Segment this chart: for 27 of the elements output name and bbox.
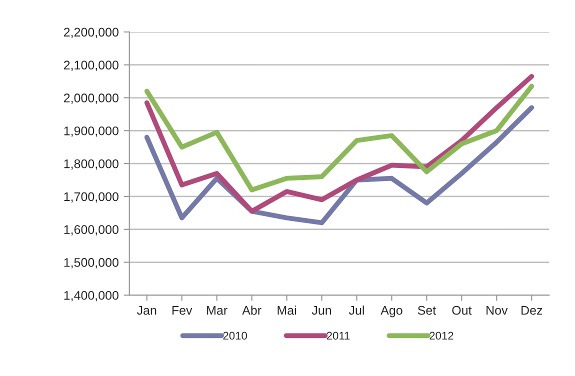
x-tick-label: Set: [418, 306, 436, 315]
x-tick-label: Fev: [172, 306, 192, 315]
line-series: [144, 105, 534, 226]
x-tick-label: Dez: [522, 306, 542, 315]
legend-label: 2011: [326, 332, 350, 340]
x-tick-label: Jun: [312, 306, 332, 315]
legend-label: 2010: [223, 332, 247, 340]
y-tick-label: 1,500,000: [64, 258, 118, 268]
y-tick-label: 2,200,000: [64, 28, 118, 38]
legend-label: 2012: [430, 332, 454, 340]
x-tick-label: Mar: [207, 306, 228, 315]
y-tick-label: 1,800,000: [64, 159, 118, 170]
x-tick-label: Nov: [486, 306, 508, 315]
line-series: [144, 74, 534, 214]
y-tick-label: 2,000,000: [64, 94, 118, 104]
x-tick-label: Mai: [278, 306, 296, 315]
y-tick-label: 1,400,000: [64, 290, 118, 302]
line-series: [144, 84, 534, 192]
y-tick-label: 1,900,000: [64, 126, 118, 137]
y-tick-label: 1,700,000: [64, 192, 118, 203]
y-tick-label: 1,600,000: [64, 225, 118, 236]
x-tick-label: Abr: [242, 306, 262, 315]
x-tick-label: Jan: [136, 306, 156, 315]
x-tick-label: Out: [452, 306, 472, 315]
y-tick-label: 2,100,000: [64, 60, 118, 71]
x-tick-label: Jul: [348, 306, 364, 315]
x-tick-label: Ago: [380, 306, 402, 318]
